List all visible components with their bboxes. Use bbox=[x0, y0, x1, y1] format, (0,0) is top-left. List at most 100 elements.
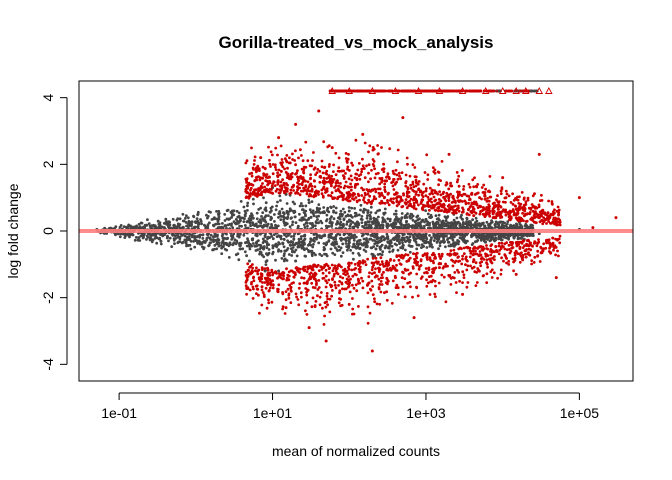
red-point bbox=[291, 158, 294, 161]
red-point bbox=[534, 221, 538, 225]
red-point bbox=[406, 187, 410, 191]
gray-point bbox=[490, 219, 493, 223]
red-point bbox=[363, 141, 367, 145]
red-point bbox=[485, 263, 489, 266]
gray-point bbox=[195, 217, 199, 221]
red-point bbox=[251, 263, 254, 266]
gray-point bbox=[362, 233, 365, 237]
red-point bbox=[358, 177, 362, 181]
gray-point bbox=[347, 206, 351, 209]
red-point bbox=[520, 191, 524, 194]
red-point bbox=[382, 270, 385, 274]
gray-point bbox=[309, 237, 313, 241]
red-point bbox=[524, 202, 528, 206]
gray-point bbox=[479, 236, 483, 240]
red-point bbox=[295, 266, 298, 269]
gray-point bbox=[431, 220, 435, 224]
red-point bbox=[471, 178, 475, 182]
red-point bbox=[522, 196, 526, 200]
red-point bbox=[539, 245, 543, 249]
red-point bbox=[324, 274, 328, 278]
red-point bbox=[412, 185, 416, 189]
gray-point bbox=[362, 248, 366, 252]
red-point bbox=[327, 278, 331, 282]
gray-point bbox=[277, 212, 281, 216]
gray-point bbox=[322, 206, 326, 209]
red-point bbox=[268, 274, 272, 277]
red-point bbox=[467, 213, 471, 217]
red-point bbox=[283, 312, 287, 315]
gray-point bbox=[493, 226, 497, 229]
red-point bbox=[389, 199, 392, 202]
red-point bbox=[519, 202, 523, 206]
red-point bbox=[341, 198, 345, 202]
gray-point bbox=[283, 221, 286, 225]
red-point bbox=[520, 206, 524, 209]
red-point bbox=[310, 184, 314, 188]
gray-point bbox=[446, 215, 450, 218]
gray-point bbox=[282, 245, 286, 249]
red-point bbox=[271, 182, 274, 186]
red-point bbox=[352, 198, 356, 201]
red-point bbox=[316, 168, 320, 171]
gray-point bbox=[180, 241, 184, 245]
red-point bbox=[276, 171, 279, 175]
gray-point bbox=[481, 237, 485, 241]
red-point bbox=[309, 275, 313, 279]
red-point bbox=[280, 158, 284, 161]
red-point bbox=[322, 323, 326, 326]
red-point bbox=[372, 195, 376, 199]
gray-point bbox=[245, 254, 249, 258]
red-point bbox=[358, 270, 362, 274]
red-point bbox=[270, 153, 274, 157]
gray-point bbox=[186, 216, 190, 220]
red-point bbox=[383, 182, 387, 186]
red-point bbox=[289, 175, 292, 178]
red-point bbox=[320, 165, 324, 169]
gray-point bbox=[424, 209, 427, 213]
red-point bbox=[313, 304, 317, 307]
red-point bbox=[281, 307, 284, 311]
red-point bbox=[380, 180, 384, 184]
red-point bbox=[457, 247, 461, 251]
gray-point bbox=[399, 246, 402, 250]
gray-point bbox=[219, 244, 223, 247]
red-point bbox=[462, 246, 466, 250]
gray-point bbox=[227, 256, 231, 259]
gray-point bbox=[293, 209, 296, 213]
red-point bbox=[415, 272, 419, 276]
red-point bbox=[456, 199, 460, 203]
gray-point bbox=[235, 209, 239, 213]
gray-point bbox=[248, 247, 252, 251]
gray-point bbox=[169, 226, 173, 230]
gray-point bbox=[463, 240, 467, 244]
gray-point bbox=[366, 220, 370, 224]
red-point bbox=[373, 300, 377, 304]
red-point bbox=[350, 178, 354, 182]
gray-point bbox=[298, 212, 301, 216]
gray-point bbox=[283, 257, 287, 261]
gray-point bbox=[304, 214, 307, 218]
red-point bbox=[284, 159, 288, 163]
gray-point bbox=[358, 242, 362, 245]
gray-point bbox=[419, 237, 422, 241]
red-point bbox=[367, 163, 371, 167]
red-point bbox=[437, 178, 441, 182]
red-point bbox=[454, 201, 457, 204]
gray-point bbox=[201, 237, 205, 240]
red-point bbox=[276, 175, 280, 179]
red-point bbox=[466, 264, 470, 268]
red-point bbox=[465, 245, 468, 249]
red-point bbox=[315, 283, 318, 287]
red-point bbox=[454, 281, 458, 284]
gray-point bbox=[245, 244, 249, 248]
gray-point bbox=[269, 218, 273, 222]
red-point bbox=[408, 202, 412, 206]
red-point bbox=[248, 193, 252, 197]
red-point bbox=[326, 145, 330, 149]
gray-point bbox=[217, 209, 221, 213]
gray-point bbox=[231, 226, 235, 230]
red-point bbox=[382, 162, 385, 166]
red-point bbox=[379, 290, 383, 294]
gray-point bbox=[207, 232, 211, 236]
